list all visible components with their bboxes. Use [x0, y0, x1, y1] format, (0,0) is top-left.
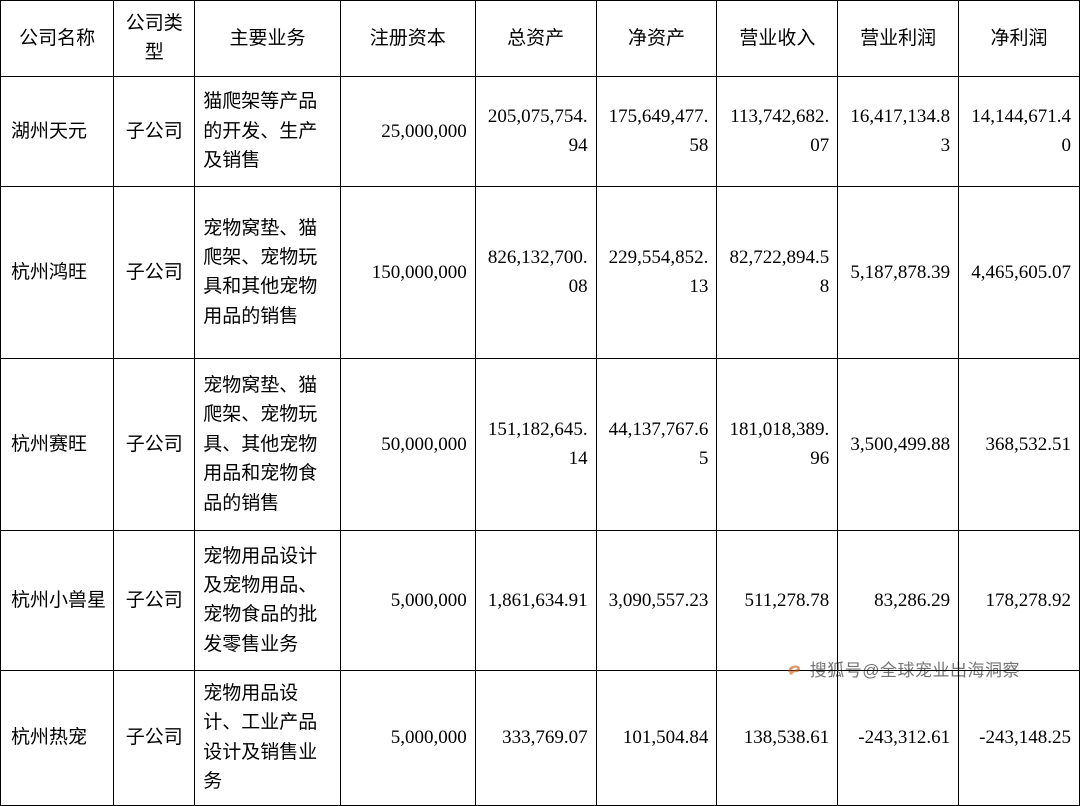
cell-net_profit: 14,144,671.40	[959, 76, 1080, 186]
cell-net_assets: 44,137,767.65	[596, 358, 717, 530]
cell-revenue: 511,278.78	[717, 530, 838, 670]
cell-total_assets: 826,132,700.08	[475, 186, 596, 358]
cell-reg_cap: 25,000,000	[340, 76, 475, 186]
cell-type: 子公司	[114, 76, 195, 186]
cell-reg_cap: 5,000,000	[340, 670, 475, 805]
cell-business: 宠物用品设计及宠物用品、宠物食品的批发零售业务	[195, 530, 341, 670]
col-header-6: 营业收入	[717, 1, 838, 77]
cell-op_profit: 5,187,878.39	[838, 186, 959, 358]
cell-revenue: 138,538.61	[717, 670, 838, 805]
table-row: 杭州热宠子公司宠物用品设计、工业产品设计及销售业务5,000,000333,76…	[1, 670, 1080, 805]
cell-op_profit: 3,500,499.88	[838, 358, 959, 530]
cell-name: 湖州天元	[1, 76, 114, 186]
cell-net_assets: 101,504.84	[596, 670, 717, 805]
cell-revenue: 82,722,894.58	[717, 186, 838, 358]
col-header-0: 公司名称	[1, 1, 114, 77]
company-table: 公司名称公司类型主要业务注册资本总资产净资产营业收入营业利润净利润 湖州天元子公…	[0, 0, 1080, 806]
cell-name: 杭州小兽星	[1, 530, 114, 670]
col-header-3: 注册资本	[340, 1, 475, 77]
cell-type: 子公司	[114, 530, 195, 670]
cell-op_profit: -243,312.61	[838, 670, 959, 805]
cell-total_assets: 205,075,754.94	[475, 76, 596, 186]
cell-net_assets: 3,090,557.23	[596, 530, 717, 670]
cell-name: 杭州鸿旺	[1, 186, 114, 358]
cell-type: 子公司	[114, 186, 195, 358]
cell-type: 子公司	[114, 670, 195, 805]
cell-op_profit: 83,286.29	[838, 530, 959, 670]
col-header-2: 主要业务	[195, 1, 341, 77]
cell-net_assets: 175,649,477.58	[596, 76, 717, 186]
col-header-7: 营业利润	[838, 1, 959, 77]
cell-business: 宠物用品设计、工业产品设计及销售业务	[195, 670, 341, 805]
cell-reg_cap: 5,000,000	[340, 530, 475, 670]
cell-type: 子公司	[114, 358, 195, 530]
cell-name: 杭州热宠	[1, 670, 114, 805]
table-row: 湖州天元子公司猫爬架等产品的开发、生产及销售25,000,000205,075,…	[1, 76, 1080, 186]
cell-net_profit: 4,465,605.07	[959, 186, 1080, 358]
cell-total_assets: 333,769.07	[475, 670, 596, 805]
company-table-container: 公司名称公司类型主要业务注册资本总资产净资产营业收入营业利润净利润 湖州天元子公…	[0, 0, 1080, 806]
cell-business: 猫爬架等产品的开发、生产及销售	[195, 76, 341, 186]
cell-revenue: 181,018,389.96	[717, 358, 838, 530]
cell-net_profit: 178,278.92	[959, 530, 1080, 670]
col-header-5: 净资产	[596, 1, 717, 77]
cell-net_profit: 368,532.51	[959, 358, 1080, 530]
cell-business: 宠物窝垫、猫爬架、宠物玩具、其他宠物用品和宠物食品的销售	[195, 358, 341, 530]
cell-reg_cap: 150,000,000	[340, 186, 475, 358]
cell-business: 宠物窝垫、猫爬架、宠物玩具和其他宠物用品的销售	[195, 186, 341, 358]
cell-total_assets: 1,861,634.91	[475, 530, 596, 670]
col-header-4: 总资产	[475, 1, 596, 77]
cell-revenue: 113,742,682.07	[717, 76, 838, 186]
col-header-8: 净利润	[959, 1, 1080, 77]
cell-net_assets: 229,554,852.13	[596, 186, 717, 358]
cell-reg_cap: 50,000,000	[340, 358, 475, 530]
col-header-1: 公司类型	[114, 1, 195, 77]
table-row: 杭州赛旺子公司宠物窝垫、猫爬架、宠物玩具、其他宠物用品和宠物食品的销售50,00…	[1, 358, 1080, 530]
cell-net_profit: -243,148.25	[959, 670, 1080, 805]
cell-name: 杭州赛旺	[1, 358, 114, 530]
table-row: 杭州鸿旺子公司宠物窝垫、猫爬架、宠物玩具和其他宠物用品的销售150,000,00…	[1, 186, 1080, 358]
cell-op_profit: 16,417,134.83	[838, 76, 959, 186]
table-header-row: 公司名称公司类型主要业务注册资本总资产净资产营业收入营业利润净利润	[1, 1, 1080, 77]
table-row: 杭州小兽星子公司宠物用品设计及宠物用品、宠物食品的批发零售业务5,000,000…	[1, 530, 1080, 670]
cell-total_assets: 151,182,645.14	[475, 358, 596, 530]
